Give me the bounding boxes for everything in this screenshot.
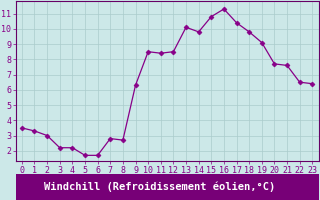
Text: Windchill (Refroidissement éolien,°C): Windchill (Refroidissement éolien,°C) xyxy=(44,182,276,192)
